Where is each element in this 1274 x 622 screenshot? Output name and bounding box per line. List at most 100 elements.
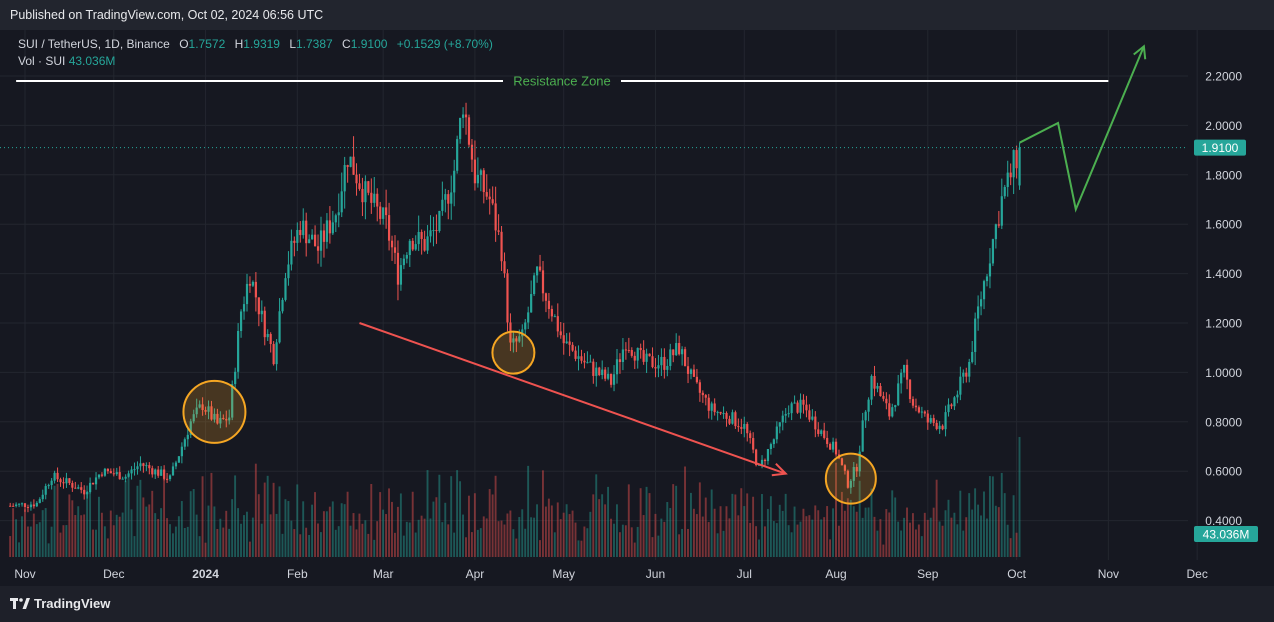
- volume-bar: [204, 542, 207, 557]
- volume-bar: [266, 475, 269, 557]
- candle-body: [183, 439, 186, 447]
- candle-body: [382, 207, 385, 219]
- candle-body: [168, 475, 172, 480]
- candle-body: [106, 468, 109, 472]
- candle-body: [763, 459, 767, 462]
- volume-bar: [761, 494, 763, 557]
- symbol-label[interactable]: SUI / TetherUS, 1D, Binance: [18, 37, 170, 51]
- volume-bar: [1000, 472, 1003, 557]
- candle-body: [346, 165, 349, 167]
- volume-bar: [112, 525, 115, 557]
- tradingview-logo[interactable]: TradingView: [10, 596, 110, 611]
- volume-bar: [426, 470, 429, 557]
- volume-bar: [246, 511, 248, 557]
- candle-body: [568, 341, 571, 345]
- candle-body: [642, 350, 645, 362]
- candle-body: [494, 203, 497, 231]
- candle-body: [772, 439, 775, 445]
- highlight-circle: [824, 452, 877, 505]
- candle-body: [154, 469, 157, 475]
- candle-body: [1015, 150, 1018, 169]
- candle-body: [216, 413, 219, 424]
- volume-bar: [903, 517, 906, 557]
- candle-body: [752, 438, 755, 450]
- candle-body: [302, 220, 305, 236]
- volume-bar: [465, 537, 467, 557]
- volume-bar: [811, 519, 814, 557]
- volume-bar: [787, 525, 790, 557]
- volume-bar: [630, 527, 633, 557]
- candle-body: [530, 294, 533, 313]
- candle-body: [601, 369, 604, 376]
- volume-bar: [601, 494, 604, 557]
- candle-body: [281, 299, 284, 312]
- candle-body: [1012, 150, 1015, 178]
- volume-bar: [568, 514, 571, 557]
- candle-body: [322, 230, 326, 242]
- candle-body: [370, 192, 373, 203]
- volume-bar: [589, 511, 592, 557]
- candle-body: [1000, 196, 1003, 226]
- candle-body: [624, 349, 627, 351]
- candle-body: [935, 422, 938, 429]
- candle-body: [242, 304, 246, 312]
- volume-bar: [396, 506, 399, 557]
- volume-bar: [308, 534, 311, 557]
- candle-body: [769, 444, 773, 449]
- candle-body: [15, 504, 18, 506]
- candle-body: [26, 507, 30, 509]
- volume-bar: [909, 522, 911, 557]
- volume-bar: [772, 521, 775, 557]
- volume-bar: [663, 521, 666, 557]
- candle-body: [157, 469, 160, 476]
- volume-bar: [62, 525, 65, 557]
- candle-body: [861, 420, 864, 452]
- time-tick-label: Jun: [646, 567, 665, 581]
- candle-body: [160, 469, 163, 476]
- volume-bar: [59, 532, 62, 557]
- candle-body: [843, 465, 847, 471]
- price-tick-label: 0.8000: [1205, 415, 1242, 429]
- volume-bar: [130, 509, 133, 557]
- volume-bar: [459, 481, 462, 557]
- volume-bar: [305, 527, 308, 557]
- candle-body: [870, 375, 873, 400]
- volume-bar: [497, 521, 500, 557]
- candle-body: [476, 174, 479, 184]
- candle-body: [612, 374, 616, 385]
- price-chart[interactable]: Resistance Zone 2.2000 2.0000 1.8000 1.6000 1…: [0, 30, 1274, 586]
- volume-bar: [737, 515, 740, 557]
- volume-bar: [367, 533, 370, 557]
- candle-body: [305, 220, 308, 244]
- chart-area[interactable]: [0, 30, 1274, 586]
- candle-body: [823, 430, 826, 438]
- volume-bar: [781, 510, 784, 557]
- volume-bar: [18, 542, 20, 557]
- candle-body: [627, 349, 630, 351]
- candle-body: [512, 338, 515, 343]
- candle-body: [731, 412, 734, 424]
- time-tick-label: Mar: [373, 567, 394, 581]
- candle-body: [965, 372, 968, 377]
- volume-bar: [9, 536, 12, 557]
- volume-bar: [248, 541, 251, 557]
- volume-bar: [719, 506, 722, 557]
- candle-body: [328, 220, 331, 234]
- candle-body: [672, 349, 675, 356]
- candle-body: [766, 448, 770, 462]
- candle-body: [574, 350, 577, 359]
- volume-bar: [666, 502, 669, 557]
- volume-bar: [494, 475, 497, 557]
- volume-bar: [169, 524, 171, 557]
- volume-bar: [926, 519, 929, 557]
- candle-body: [290, 240, 293, 265]
- volume-bar: [991, 476, 994, 557]
- volume-bar: [44, 508, 47, 557]
- volume-bar: [121, 512, 124, 557]
- candle-body: [994, 224, 997, 240]
- candle-body: [461, 114, 465, 118]
- volume-bar: [317, 523, 319, 557]
- volume-bar: [914, 529, 917, 557]
- candle-body: [177, 456, 181, 463]
- volume-bar: [151, 490, 154, 557]
